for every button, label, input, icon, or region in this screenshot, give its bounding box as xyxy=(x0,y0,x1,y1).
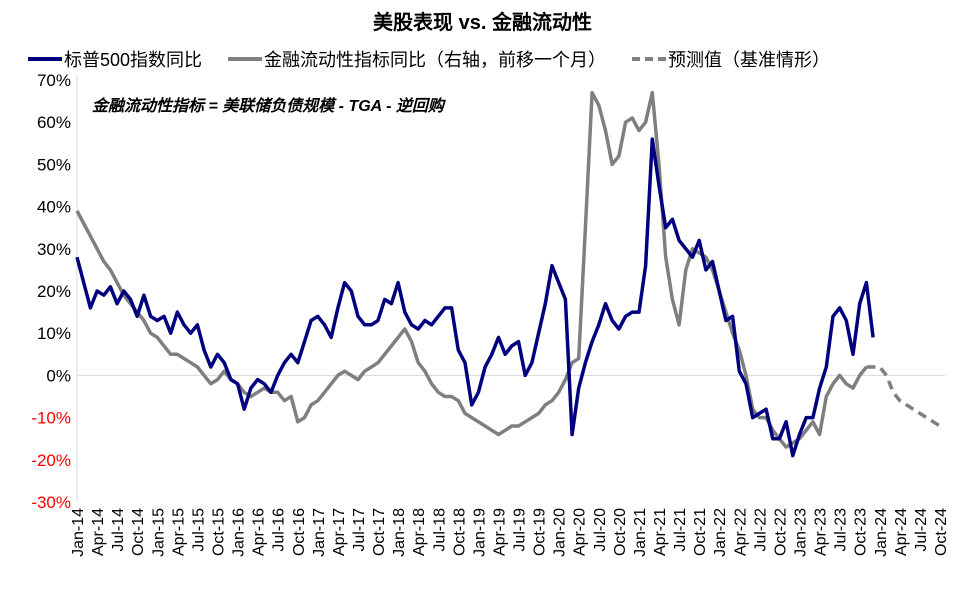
x-tick-label: Jul-14 xyxy=(110,508,127,552)
legend-swatch xyxy=(228,57,263,61)
y-tick-label: 60% xyxy=(37,113,71,132)
y-tick-label: 10% xyxy=(37,324,71,343)
chart-title: 美股表现 vs. 金融流动性 xyxy=(373,12,592,34)
x-tick-label: Jan-21 xyxy=(632,508,649,557)
x-tick-label: Jul-18 xyxy=(431,508,448,552)
x-tick-label: Apr-15 xyxy=(170,508,187,556)
x-tick-label: Oct-23 xyxy=(853,508,870,556)
x-tick-label: Jan-15 xyxy=(150,508,167,557)
x-tick-label: Jul-24 xyxy=(913,508,930,552)
x-tick-label: Apr-14 xyxy=(90,508,107,556)
x-tick-label: Apr-16 xyxy=(251,508,268,556)
x-tick-label: Jul-19 xyxy=(512,508,529,552)
x-tick-label: Jul-16 xyxy=(271,508,288,552)
x-tick-label: Jul-21 xyxy=(672,508,689,552)
x-tick-label: Apr-24 xyxy=(893,508,910,556)
y-tick-label: 40% xyxy=(37,198,71,217)
x-tick-label: Jan-16 xyxy=(231,508,248,557)
y-tick-label: 50% xyxy=(37,155,71,174)
x-tick-label: Jan-18 xyxy=(391,508,408,557)
x-tick-label: Jul-15 xyxy=(190,508,207,552)
x-tick-label: Jan-19 xyxy=(471,508,488,557)
y-tick-label: 20% xyxy=(37,282,71,301)
x-tick-label: Oct-24 xyxy=(933,508,950,556)
x-tick-label: Apr-19 xyxy=(491,508,508,556)
annotation: 金融流动性指标 = 美联储负债规模 - TGA - 逆回购 xyxy=(92,98,444,115)
x-tick-label: Apr-20 xyxy=(572,508,589,556)
y-tick-label: -20% xyxy=(31,451,71,470)
x-tick-label: Jan-24 xyxy=(873,508,890,557)
x-tick-label: Jan-23 xyxy=(793,508,810,557)
legend: 标普500指数同比 金融流动性指标同比（右轴，前移一个月） 预测值（基准情形） xyxy=(28,46,830,72)
y-tick-label: -10% xyxy=(31,409,71,428)
x-tick-label: Jan-22 xyxy=(712,508,729,557)
legend-item-sp500: 标普500指数同比 xyxy=(28,46,202,72)
x-tick-label: Oct-19 xyxy=(532,508,549,556)
legend-item-forecast: 预测值（基准情形） xyxy=(632,46,830,72)
x-tick-label: Apr-21 xyxy=(652,508,669,556)
x-tick-label: Oct-14 xyxy=(130,508,147,556)
x-tick-label: Jan-14 xyxy=(70,508,87,557)
x-tick-label: Jul-23 xyxy=(833,508,850,552)
x-tick-label: Apr-18 xyxy=(411,508,428,556)
y-tick-label: 30% xyxy=(37,240,71,259)
x-tick-label: Oct-16 xyxy=(291,508,308,556)
x-tick-label: Jul-17 xyxy=(351,508,368,552)
x-tick-label: Oct-15 xyxy=(210,508,227,556)
x-tick-label: Apr-22 xyxy=(732,508,749,556)
x-tick-label: Oct-22 xyxy=(772,508,789,556)
x-tick-label: Jul-22 xyxy=(752,508,769,552)
legend-label: 预测值（基准情形） xyxy=(668,50,831,70)
legend-swatch xyxy=(28,57,62,61)
series-line-0 xyxy=(75,137,875,458)
y-tick-label: 70% xyxy=(37,71,71,90)
x-tick-label: Oct-18 xyxy=(451,508,468,556)
y-tick-label: 0% xyxy=(46,366,71,385)
y-tick-label: -30% xyxy=(31,493,71,512)
x-tick-label: Jan-17 xyxy=(311,508,328,557)
legend-label: 标普500指数同比 xyxy=(64,50,203,70)
x-tick-label: Apr-23 xyxy=(813,508,830,556)
x-tick-label: Apr-17 xyxy=(331,508,348,556)
legend-label: 金融流动性指标同比（右轴，前移一个月） xyxy=(264,50,607,70)
x-tick-label: Oct-21 xyxy=(692,508,709,556)
legend-swatch xyxy=(632,57,667,61)
x-tick-label: Jul-20 xyxy=(592,508,609,552)
x-tick-label: Oct-20 xyxy=(612,508,629,556)
x-tick-label: Oct-17 xyxy=(371,508,388,556)
legend-item-liquidity: 金融流动性指标同比（右轴，前移一个月） xyxy=(228,46,606,72)
x-tick-label: Jan-20 xyxy=(552,508,569,557)
